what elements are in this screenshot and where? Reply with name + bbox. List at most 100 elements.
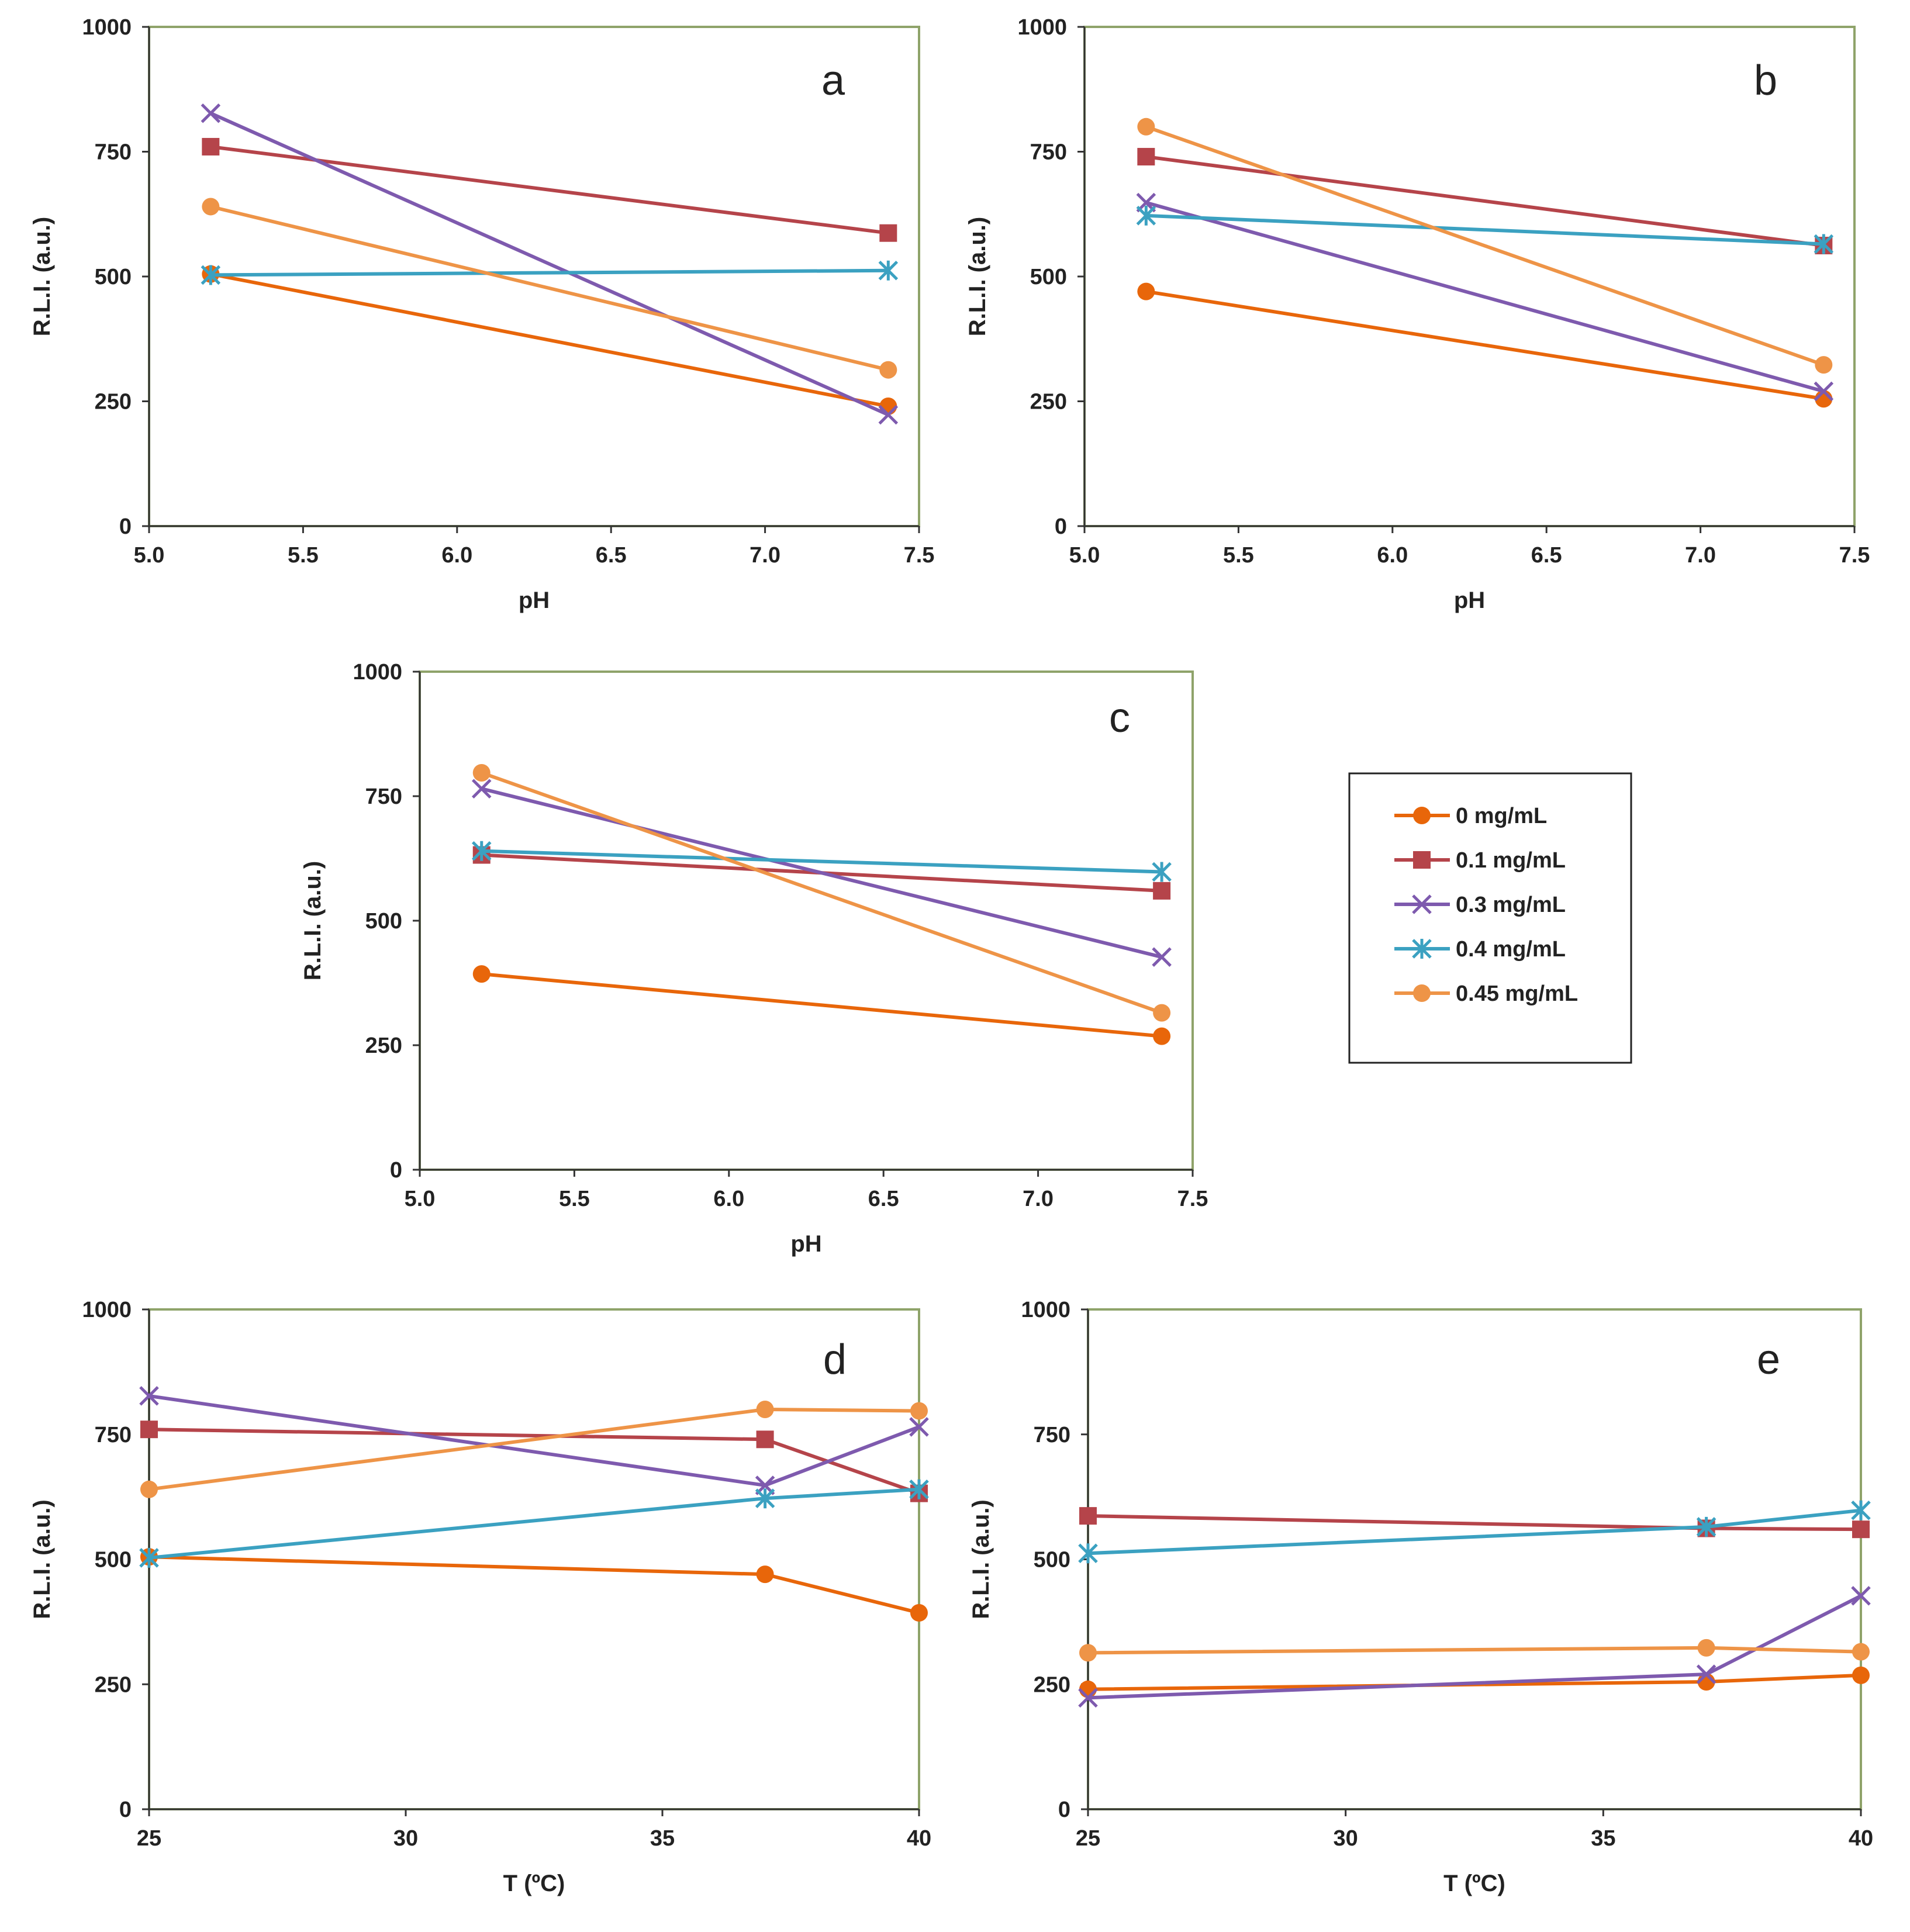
y-tick-label: 750 xyxy=(95,1423,132,1447)
legend-marker xyxy=(1413,851,1431,869)
data-point xyxy=(909,1417,929,1437)
data-point xyxy=(1152,947,1172,967)
y-axis-title: R.L.I. (a.u.) xyxy=(300,861,326,980)
x-tick-label: 6.0 xyxy=(1377,543,1408,568)
x-axis-title: T (ºC) xyxy=(1443,1871,1505,1896)
data-point xyxy=(471,841,492,861)
data-point xyxy=(1814,234,1834,254)
y-tick-label: 0 xyxy=(1058,1798,1070,1822)
y-tick-label: 250 xyxy=(95,1672,132,1697)
x-axis-title: pH xyxy=(1454,587,1485,613)
data-point xyxy=(1137,117,1155,136)
data-point xyxy=(1815,356,1833,374)
data-point xyxy=(1852,1643,1870,1661)
legend-label: 0.4 mg/mL xyxy=(1456,937,1566,962)
x-tick-label: 7.0 xyxy=(1023,1187,1054,1211)
y-tick-label: 1000 xyxy=(353,660,402,685)
series-0-3-mg-ml xyxy=(1078,1586,1871,1708)
data-point xyxy=(1696,1664,1716,1684)
y-axis-title: R.L.I. (a.u.) xyxy=(965,217,990,336)
y-tick-label: 0 xyxy=(119,514,132,539)
chart-panel-e: 0 250 500 750 1000 25 30 35 40 T (ºC) R.L.I. (a.u.… xyxy=(968,1298,1873,1896)
data-point xyxy=(1851,1586,1871,1606)
x-tick-label: 6.0 xyxy=(441,543,472,568)
legend-label: 0 mg/mL xyxy=(1456,804,1547,828)
data-point xyxy=(879,224,897,242)
legend-entry: 0.1 mg/mL xyxy=(1394,848,1566,873)
x-tick-label: 5.5 xyxy=(1223,543,1254,568)
y-tick-label: 500 xyxy=(1034,1548,1070,1572)
x-tick-label: 25 xyxy=(137,1826,161,1851)
legend-label: 0.3 mg/mL xyxy=(1456,893,1566,917)
panel-letter: d xyxy=(823,1336,847,1383)
x-tick-label: 5.0 xyxy=(405,1187,436,1211)
series-0-4-mg-ml xyxy=(139,1479,929,1568)
legend: 0 mg/mL 0.1 mg/mL 0.3 mg/mL 0.4 mg/mL 0.45 m… xyxy=(1348,772,1632,1064)
legend-label: 0.1 mg/mL xyxy=(1456,848,1566,873)
y-tick-label: 750 xyxy=(95,140,132,165)
data-point xyxy=(202,198,220,216)
series-0-1-mg-ml xyxy=(202,137,897,242)
series-line xyxy=(210,272,889,408)
legend-box xyxy=(1348,772,1632,1064)
series-0-45-mg-ml xyxy=(1079,1639,1870,1662)
data-point xyxy=(472,965,491,983)
data-point xyxy=(909,1479,929,1499)
legend-marker xyxy=(1413,807,1431,824)
x-tick-label: 5.0 xyxy=(134,543,165,568)
x-axis-title: T (ºC) xyxy=(503,1871,565,1896)
series-0-mg-ml xyxy=(140,1548,928,1622)
data-point xyxy=(1079,1680,1097,1698)
x-tick-label: 25 xyxy=(1076,1826,1100,1851)
x-tick-label: 40 xyxy=(1849,1826,1873,1851)
data-point xyxy=(1079,1507,1097,1525)
x-tick-label: 7.5 xyxy=(1177,1187,1208,1211)
panel-letter: c xyxy=(1109,694,1130,741)
data-point xyxy=(756,1565,774,1584)
y-tick-label: 0 xyxy=(1055,514,1067,539)
data-point xyxy=(1078,1688,1098,1708)
data-point xyxy=(1852,1520,1870,1539)
x-tick-label: 5.5 xyxy=(288,543,319,568)
series-line xyxy=(481,771,1163,1015)
y-tick-label: 0 xyxy=(119,1798,132,1822)
data-point xyxy=(139,1547,159,1568)
data-point xyxy=(202,137,220,155)
x-tick-label: 5.0 xyxy=(1069,543,1100,568)
series-line xyxy=(148,1555,920,1615)
x-tick-label: 6.5 xyxy=(1531,543,1562,568)
chart-panel-a: 0 250 500 750 1000 5.0 5.5 6.0 6.5 7.0 7.5 pH R.L.I.… xyxy=(29,15,934,613)
data-point xyxy=(1153,882,1171,900)
data-point xyxy=(1136,205,1156,226)
data-point xyxy=(471,779,492,799)
series-line xyxy=(481,787,1162,959)
series-0-3-mg-ml xyxy=(1136,192,1834,402)
series-line xyxy=(1146,213,1824,246)
data-point xyxy=(1153,1027,1171,1045)
series-line xyxy=(148,1487,920,1560)
series-0-4-mg-ml xyxy=(201,260,899,285)
data-point xyxy=(1814,381,1834,402)
y-tick-label: 250 xyxy=(1030,390,1067,414)
x-axis-title: pH xyxy=(790,1231,821,1257)
x-tick-label: 7.5 xyxy=(904,543,935,568)
x-axis-title: pH xyxy=(519,587,550,613)
y-tick-label: 500 xyxy=(1030,265,1067,289)
series-0-mg-ml xyxy=(1137,282,1833,408)
series-line xyxy=(1145,201,1825,393)
series-line xyxy=(1087,1594,1862,1700)
x-tick-label: 6.5 xyxy=(868,1187,899,1211)
panel-letter: b xyxy=(1754,57,1777,104)
x-tick-label: 7.0 xyxy=(750,543,780,568)
series-line xyxy=(481,849,1162,874)
data-point xyxy=(201,265,221,285)
y-tick-label: 500 xyxy=(95,1548,132,1572)
panel-letter: e xyxy=(1757,1336,1780,1383)
series-0-45-mg-ml xyxy=(202,198,897,379)
data-point xyxy=(1697,1639,1715,1657)
data-point xyxy=(910,1603,928,1622)
series-line xyxy=(1145,289,1824,401)
plot-frame xyxy=(1087,1308,1862,1810)
legend-entry: 0.45 mg/mL xyxy=(1394,981,1578,1006)
